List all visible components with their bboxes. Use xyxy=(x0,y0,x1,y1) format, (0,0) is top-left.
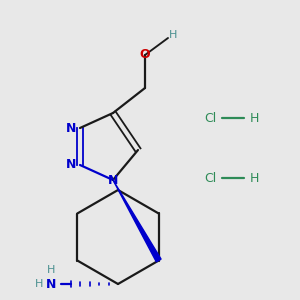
Text: N: N xyxy=(108,173,118,187)
Text: H: H xyxy=(35,279,43,289)
Text: H: H xyxy=(169,30,177,40)
Text: H: H xyxy=(249,172,259,184)
Text: N: N xyxy=(66,158,76,172)
Text: H: H xyxy=(249,112,259,124)
Text: N: N xyxy=(66,122,76,134)
Text: O: O xyxy=(140,49,150,62)
Text: H: H xyxy=(47,265,55,275)
Text: Cl: Cl xyxy=(204,112,216,124)
Polygon shape xyxy=(113,180,161,262)
Text: N: N xyxy=(46,278,56,290)
Text: Cl: Cl xyxy=(204,172,216,184)
